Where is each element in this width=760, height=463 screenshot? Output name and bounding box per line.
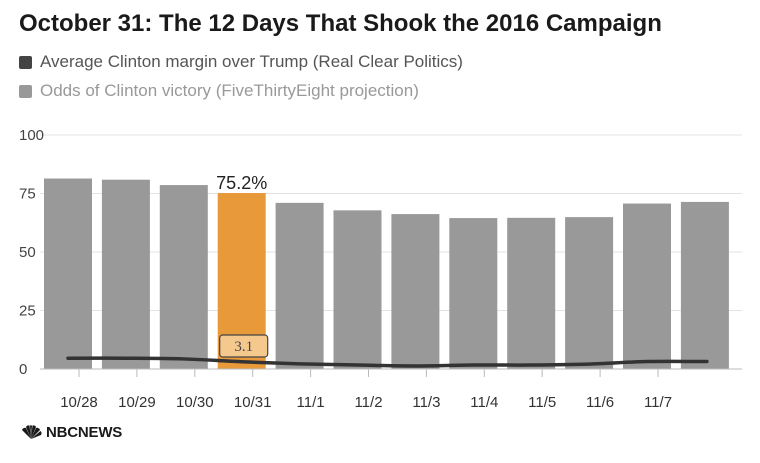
legend-swatch-odds [19,84,32,98]
margin-line [66,356,709,368]
highlight-odds-label: 75.2% [216,173,267,193]
y-tick-label: 25 [19,303,36,320]
peacock-icon [22,424,42,439]
y-tick-label: 0 [19,361,27,378]
nbc-news-logo: NBCNEWS [19,424,122,441]
bar [680,201,729,369]
x-tick-label: 11/3 [412,394,440,411]
x-tick-label: 11/5 [528,394,556,411]
highlight-margin-label: 3.1 [234,339,253,355]
x-tick-label: 10/30 [176,394,214,411]
x-tick-label: 11/4 [470,394,498,411]
logo-text: NBCNEWS [46,424,123,441]
legend-item-odds: Odds of Clinton victory (FiveThirtyEight… [19,81,419,101]
x-tick-label: 10/28 [60,394,98,411]
legend-swatch-margin [19,55,32,69]
bar [44,178,92,369]
legend-label-margin: Average Clinton margin over Trump (Real … [40,52,463,71]
bar [391,214,440,369]
x-tick-label: 11/2 [354,394,382,411]
bar [623,203,671,369]
x-tick-label: 10/31 [234,394,272,411]
highlight-margin-box [219,334,269,358]
y-tick-label: 50 [19,244,36,261]
legend-item-margin: Average Clinton margin over Trump (Real … [19,52,463,72]
bar [449,218,498,369]
bar [101,179,150,369]
bar [565,217,614,369]
legend-label-odds: Odds of Clinton victory (FiveThirtyEight… [40,81,419,100]
chart-title: October 31: The 12 Days That Shook the 2… [19,10,662,37]
y-tick-label: 100 [19,127,44,144]
bar [333,210,382,369]
x-tick-label: 11/1 [297,394,325,411]
bar [159,185,208,369]
bar [275,202,324,369]
x-tick-label: 11/6 [586,394,614,411]
x-tick-label: 11/7 [644,394,672,411]
y-tick-label: 75 [19,186,36,203]
x-tick-label: 10/29 [118,394,156,411]
bar [507,217,556,369]
